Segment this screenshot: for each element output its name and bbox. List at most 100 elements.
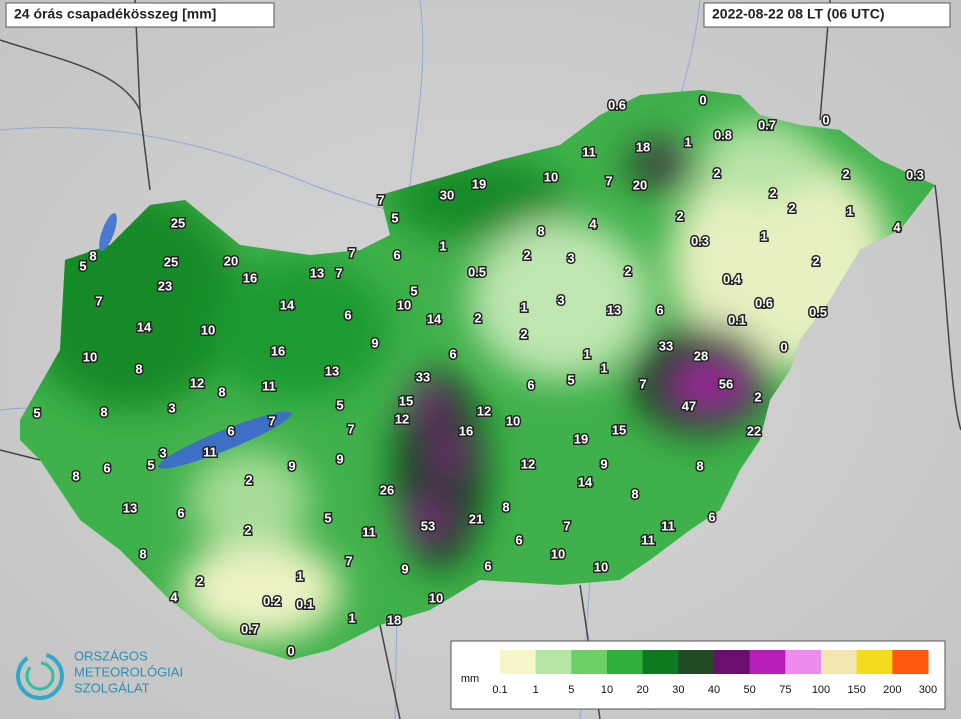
station-value: 10 bbox=[544, 169, 558, 184]
station-value: 1 bbox=[439, 238, 446, 253]
station-value: 6 bbox=[484, 558, 491, 573]
station-value: 14 bbox=[578, 474, 593, 489]
station-value: 7 bbox=[335, 265, 342, 280]
station-value: 2 bbox=[842, 166, 849, 181]
station-value: 0.5 bbox=[809, 304, 827, 319]
station-value: 0 bbox=[287, 643, 294, 658]
station-value: 6 bbox=[708, 509, 715, 524]
station-value: 2 bbox=[676, 208, 683, 223]
station-value: 33 bbox=[659, 338, 673, 353]
station-value: 7 bbox=[95, 293, 102, 308]
legend-label: 30 bbox=[672, 684, 684, 696]
station-value: 7 bbox=[348, 245, 355, 260]
legend-swatch bbox=[749, 650, 786, 674]
station-value: 0.3 bbox=[691, 233, 709, 248]
station-value: 23 bbox=[158, 278, 172, 293]
station-value: 8 bbox=[218, 384, 225, 399]
legend-label: 1 bbox=[533, 684, 539, 696]
station-value: 10 bbox=[551, 546, 565, 561]
station-value: 8 bbox=[100, 404, 107, 419]
legend-swatch bbox=[607, 650, 644, 674]
station-value: 5 bbox=[410, 283, 417, 298]
legend-swatch bbox=[785, 650, 822, 674]
station-value: 2 bbox=[244, 522, 251, 537]
station-value: 13 bbox=[325, 363, 339, 378]
station-value: 0.3 bbox=[906, 167, 924, 182]
legend-label: 200 bbox=[883, 684, 901, 696]
station-value: 10 bbox=[397, 297, 411, 312]
legend-swatch bbox=[892, 650, 929, 674]
legend-label: 100 bbox=[812, 684, 830, 696]
station-value: 2 bbox=[812, 253, 819, 268]
station-value: 11 bbox=[262, 378, 276, 393]
station-value: 3 bbox=[168, 400, 175, 415]
station-value: 0.7 bbox=[241, 621, 259, 636]
station-value: 6 bbox=[515, 532, 522, 547]
station-value: 8 bbox=[631, 486, 638, 501]
station-value: 4 bbox=[170, 589, 178, 604]
station-value: 14 bbox=[137, 319, 152, 334]
station-value: 12 bbox=[521, 456, 535, 471]
station-value: 0.7 bbox=[758, 117, 776, 132]
station-value: 11 bbox=[362, 524, 376, 539]
station-value: 15 bbox=[399, 393, 413, 408]
legend-swatch bbox=[535, 650, 572, 674]
legend-label: 75 bbox=[779, 684, 791, 696]
station-value: 0.1 bbox=[296, 596, 314, 611]
station-value: 16 bbox=[459, 423, 473, 438]
logo: ORSZÁGOS METEOROLÓGIAI SZOLGÁLAT bbox=[16, 648, 183, 700]
station-value: 12 bbox=[190, 375, 204, 390]
station-value: 6 bbox=[656, 302, 663, 317]
station-value: 3 bbox=[557, 292, 564, 307]
station-value: 1 bbox=[600, 360, 607, 375]
station-value: 0 bbox=[822, 112, 829, 127]
station-value: 5 bbox=[79, 258, 86, 273]
station-value: 8 bbox=[135, 361, 142, 376]
station-value: 0.6 bbox=[755, 295, 773, 310]
station-value: 19 bbox=[472, 176, 486, 191]
legend-swatch bbox=[856, 650, 893, 674]
title-box bbox=[5, 2, 275, 28]
station-value: 6 bbox=[393, 247, 400, 262]
station-value: 0.6 bbox=[608, 97, 626, 112]
timestamp: 2022-08-22 08 LT (06 UTC) bbox=[712, 6, 884, 22]
station-value: 47 bbox=[682, 398, 696, 413]
station-value: 1 bbox=[520, 299, 527, 314]
station-value: 2 bbox=[754, 389, 761, 404]
legend-swatch bbox=[500, 650, 537, 674]
station-value: 13 bbox=[310, 265, 324, 280]
station-value: 2 bbox=[769, 185, 776, 200]
legend-label: 300 bbox=[919, 684, 937, 696]
station-value: 5 bbox=[336, 397, 343, 412]
station-value: 15 bbox=[612, 422, 626, 437]
station-value: 5 bbox=[324, 510, 331, 525]
station-value: 10 bbox=[201, 322, 215, 337]
station-value: 2 bbox=[520, 326, 527, 341]
station-value: 10 bbox=[429, 590, 443, 605]
legend-scale: 0.1 1 5 10 20 30 40 50 75 100 150 200 300 bbox=[492, 650, 937, 696]
station-value: 4 bbox=[589, 216, 597, 231]
station-value: 3 bbox=[159, 445, 166, 460]
station-value: 33 bbox=[416, 369, 430, 384]
station-value: 12 bbox=[477, 403, 491, 418]
station-value: 11 bbox=[203, 444, 217, 459]
station-value: 10 bbox=[594, 559, 608, 574]
station-value: 9 bbox=[288, 458, 295, 473]
station-value: 0.8 bbox=[714, 127, 732, 142]
map-title: 24 órás csapadékösszeg [mm] bbox=[14, 6, 216, 22]
station-value: 6 bbox=[449, 346, 456, 361]
station-value: 0 bbox=[780, 339, 787, 354]
station-value: 8 bbox=[139, 546, 146, 561]
station-value: 0.1 bbox=[728, 312, 746, 327]
lake-balaton bbox=[158, 411, 292, 469]
station-value: 28 bbox=[694, 348, 708, 363]
station-value: 1 bbox=[684, 134, 691, 149]
legend-label: 0.1 bbox=[492, 684, 507, 696]
station-value: 1 bbox=[760, 228, 767, 243]
station-value: 21 bbox=[469, 511, 483, 526]
legend-label: 40 bbox=[708, 684, 720, 696]
station-value: 19 bbox=[574, 431, 588, 446]
